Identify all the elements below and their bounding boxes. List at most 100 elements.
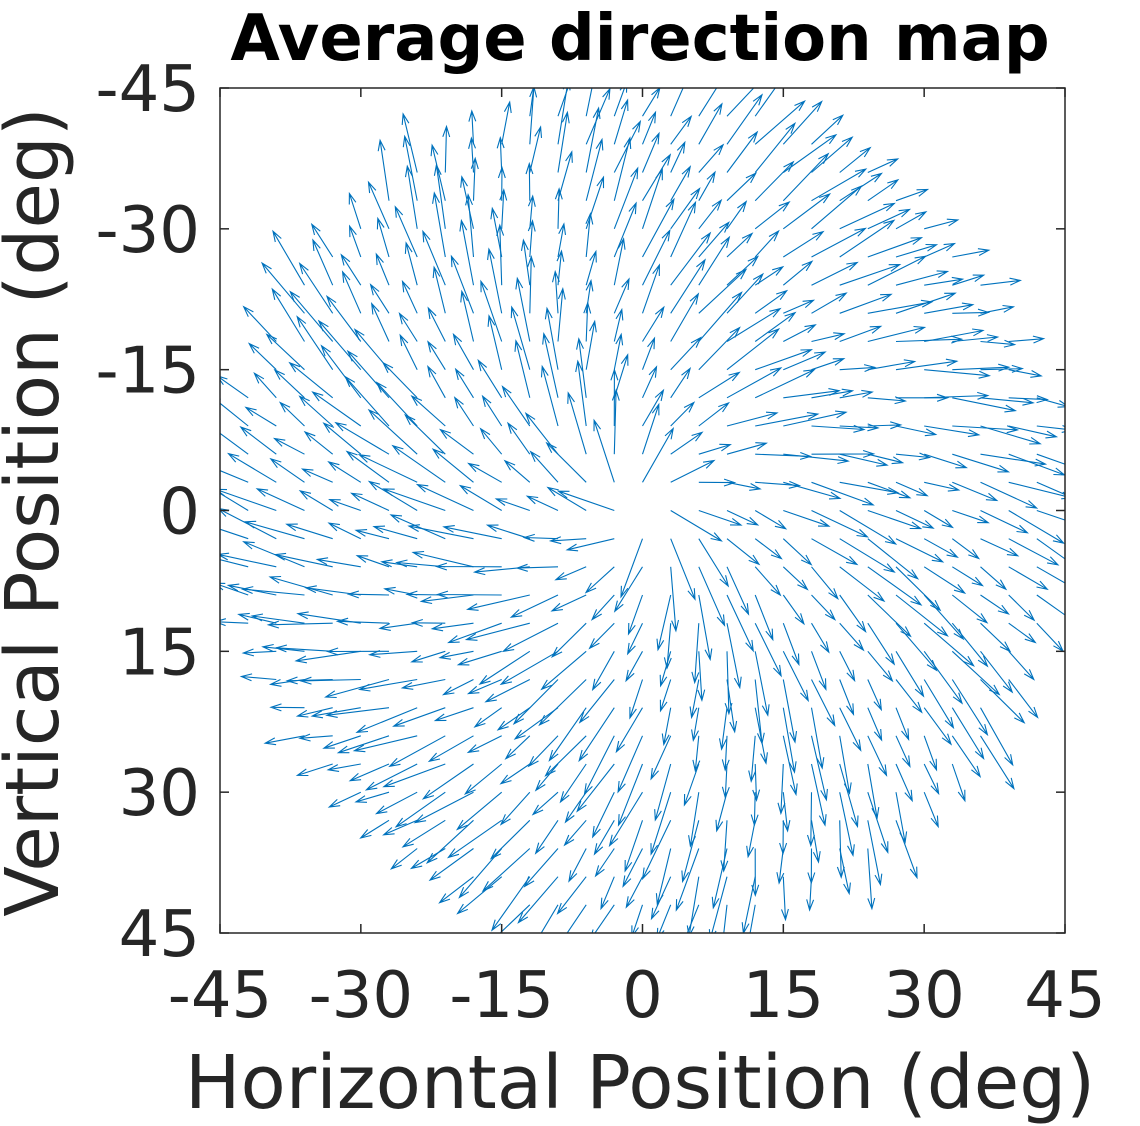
direction-arrow	[404, 164, 418, 229]
direction-arrow	[839, 264, 902, 286]
direction-arrow	[620, 538, 644, 599]
direction-arrow	[923, 538, 959, 559]
direction-arrow	[895, 243, 939, 258]
direction-arrow	[895, 425, 938, 437]
direction-arrow	[783, 299, 816, 314]
direction-arrow	[613, 136, 632, 201]
direction-arrow	[924, 369, 992, 379]
chart-title: Average direction map	[230, 2, 1049, 76]
x-tick-label: -30	[309, 959, 414, 1033]
direction-arrow	[951, 735, 982, 778]
direction-arrow	[588, 622, 615, 650]
direction-arrow	[590, 594, 615, 621]
direction-arrow	[754, 707, 768, 765]
direction-arrow	[980, 650, 1014, 694]
direction-arrow	[811, 594, 837, 621]
direction-arrow	[726, 566, 750, 616]
direction-arrow	[348, 763, 390, 782]
direction-arrow	[376, 216, 390, 258]
direction-arrow	[411, 550, 474, 568]
direction-arrow	[299, 676, 361, 685]
direction-arrow	[681, 820, 700, 884]
direction-arrow	[1008, 510, 1065, 544]
direction-arrow	[698, 443, 732, 455]
direction-arrow	[501, 385, 531, 427]
direction-arrow	[698, 538, 730, 588]
direction-arrow	[465, 192, 475, 258]
direction-arrow	[354, 791, 390, 803]
direction-arrow	[923, 791, 939, 829]
direction-arrow	[504, 735, 531, 760]
direction-arrow	[334, 421, 390, 455]
direction-arrow	[810, 735, 828, 802]
direction-arrow	[300, 468, 333, 483]
direction-arrow	[357, 678, 418, 692]
direction-arrow	[289, 290, 334, 342]
direction-arrow	[241, 648, 277, 657]
direction-arrow	[726, 442, 768, 455]
direction-arrow	[542, 331, 559, 398]
direction-arrow	[782, 192, 832, 230]
direction-arrow	[470, 156, 479, 201]
direction-arrow	[499, 791, 531, 826]
direction-arrow	[810, 763, 827, 827]
direction-arrow	[726, 272, 764, 314]
direction-arrow	[754, 538, 783, 560]
direction-arrow	[460, 175, 475, 229]
direction-arrow	[392, 707, 446, 727]
direction-arrow	[410, 618, 446, 627]
direction-arrow	[782, 260, 814, 286]
direction-arrow	[670, 115, 693, 145]
direction-arrow	[670, 165, 692, 201]
direction-arrow	[345, 450, 390, 483]
direction-arrow	[951, 679, 989, 737]
direction-arrow	[895, 651, 925, 698]
direction-arrow	[335, 617, 390, 626]
direction-arrow	[783, 324, 817, 342]
direction-arrow	[304, 585, 361, 596]
direction-arrow	[557, 287, 566, 342]
direction-arrow	[839, 481, 900, 495]
direction-arrow	[220, 398, 249, 427]
direction-arrow	[359, 819, 390, 839]
direction-arrow	[413, 791, 474, 824]
direction-arrow	[698, 170, 716, 201]
direction-arrow	[341, 270, 362, 314]
direction-arrow	[867, 820, 883, 887]
direction-arrow	[401, 819, 446, 848]
direction-arrow	[895, 188, 930, 202]
direction-arrow	[839, 423, 880, 432]
direction-arrow	[867, 158, 900, 174]
direction-arrow	[593, 418, 615, 483]
direction-arrow	[375, 252, 390, 286]
direction-arrow	[777, 763, 786, 816]
direction-arrow	[670, 336, 702, 371]
direction-arrow	[600, 876, 615, 911]
direction-arrow	[401, 112, 418, 173]
direction-arrow	[454, 367, 474, 399]
direction-arrow	[811, 388, 855, 399]
direction-arrow	[584, 566, 615, 594]
direction-arrow	[459, 218, 475, 286]
direction-arrow	[525, 495, 559, 511]
direction-arrow	[377, 138, 390, 201]
y-tick-label: 30	[119, 757, 200, 831]
direction-arrow	[529, 88, 535, 117]
direction-arrow	[490, 876, 531, 932]
direction-arrow	[391, 444, 446, 483]
direction-arrow	[839, 389, 874, 399]
direction-arrow	[895, 335, 964, 344]
direction-arrow	[512, 679, 559, 726]
direction-arrow	[510, 305, 531, 370]
direction-arrow	[980, 735, 1015, 791]
direction-arrow	[641, 402, 660, 455]
direction-arrow	[867, 707, 883, 742]
direction-arrow	[641, 110, 657, 145]
direction-arrow	[433, 163, 446, 229]
direction-arrow	[726, 200, 748, 230]
direction-arrow	[625, 876, 643, 909]
direction-arrow	[1036, 594, 1065, 616]
direction-arrow	[723, 904, 728, 933]
direction-arrow	[576, 763, 615, 813]
direction-arrow	[298, 395, 334, 427]
